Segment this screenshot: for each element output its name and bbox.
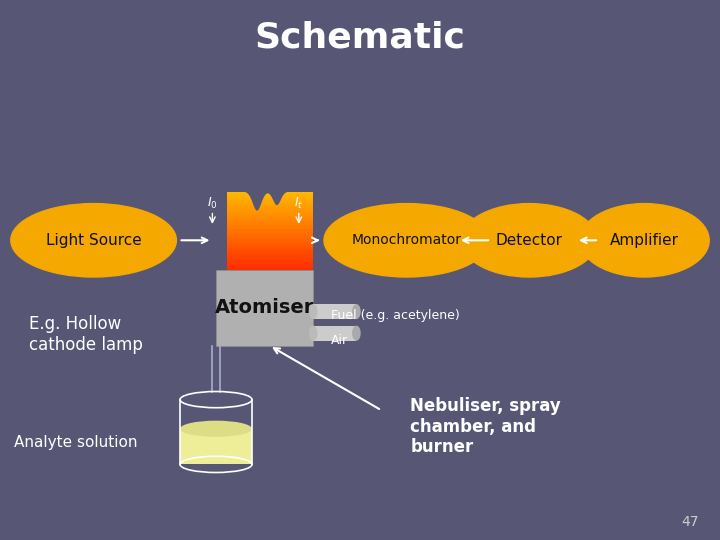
Text: 47: 47 (681, 515, 698, 529)
Text: Fuel (e.g. acetylene): Fuel (e.g. acetylene) (331, 309, 460, 322)
FancyBboxPatch shape (227, 264, 313, 266)
Ellipse shape (580, 204, 709, 277)
FancyBboxPatch shape (227, 254, 313, 256)
Ellipse shape (352, 304, 361, 319)
FancyBboxPatch shape (180, 429, 252, 464)
FancyBboxPatch shape (227, 235, 313, 237)
FancyBboxPatch shape (227, 237, 313, 239)
FancyBboxPatch shape (227, 213, 313, 215)
FancyBboxPatch shape (227, 210, 313, 211)
FancyBboxPatch shape (227, 217, 313, 219)
FancyBboxPatch shape (216, 270, 313, 346)
FancyBboxPatch shape (227, 231, 313, 233)
FancyBboxPatch shape (227, 266, 313, 268)
FancyBboxPatch shape (227, 211, 313, 213)
FancyBboxPatch shape (313, 304, 356, 319)
FancyBboxPatch shape (227, 245, 313, 246)
Text: Analyte solution: Analyte solution (14, 435, 138, 450)
Text: $I_t$: $I_t$ (294, 195, 304, 211)
Ellipse shape (180, 421, 252, 437)
FancyBboxPatch shape (227, 223, 313, 225)
FancyBboxPatch shape (227, 268, 313, 270)
Text: Nebuliser, spray
chamber, and
burner: Nebuliser, spray chamber, and burner (410, 397, 561, 456)
Ellipse shape (309, 326, 318, 341)
FancyBboxPatch shape (227, 199, 313, 201)
FancyBboxPatch shape (227, 246, 313, 248)
FancyBboxPatch shape (227, 204, 313, 205)
FancyBboxPatch shape (227, 227, 313, 229)
FancyBboxPatch shape (227, 242, 313, 245)
Text: Schematic: Schematic (255, 21, 465, 55)
Text: $I_0$: $I_0$ (207, 195, 217, 211)
FancyBboxPatch shape (227, 215, 313, 217)
FancyBboxPatch shape (227, 262, 313, 264)
Text: E.g. Hollow
cathode lamp: E.g. Hollow cathode lamp (29, 315, 143, 354)
FancyBboxPatch shape (227, 205, 313, 207)
FancyBboxPatch shape (227, 194, 313, 195)
Text: Light Source: Light Source (46, 233, 141, 248)
Text: Atomiser: Atomiser (215, 298, 314, 318)
FancyBboxPatch shape (227, 260, 313, 262)
FancyBboxPatch shape (227, 248, 313, 251)
FancyBboxPatch shape (227, 251, 313, 252)
Text: Detector: Detector (495, 233, 563, 248)
Text: Air: Air (331, 334, 348, 347)
Ellipse shape (11, 204, 176, 277)
Polygon shape (227, 165, 313, 211)
Ellipse shape (352, 326, 361, 341)
FancyBboxPatch shape (227, 229, 313, 231)
FancyBboxPatch shape (227, 252, 313, 254)
Ellipse shape (461, 204, 598, 277)
FancyBboxPatch shape (227, 195, 313, 198)
Ellipse shape (324, 204, 490, 277)
FancyBboxPatch shape (227, 207, 313, 210)
FancyBboxPatch shape (227, 233, 313, 235)
FancyBboxPatch shape (227, 241, 313, 242)
FancyBboxPatch shape (227, 219, 313, 221)
FancyBboxPatch shape (227, 192, 313, 194)
FancyBboxPatch shape (313, 326, 356, 341)
FancyBboxPatch shape (227, 239, 313, 241)
FancyBboxPatch shape (227, 256, 313, 258)
FancyBboxPatch shape (227, 201, 313, 204)
FancyBboxPatch shape (227, 225, 313, 227)
Text: Monochromator: Monochromator (352, 233, 462, 247)
Text: Amplifier: Amplifier (610, 233, 679, 248)
FancyBboxPatch shape (227, 221, 313, 223)
FancyBboxPatch shape (227, 198, 313, 199)
Ellipse shape (309, 304, 318, 319)
FancyBboxPatch shape (227, 258, 313, 260)
